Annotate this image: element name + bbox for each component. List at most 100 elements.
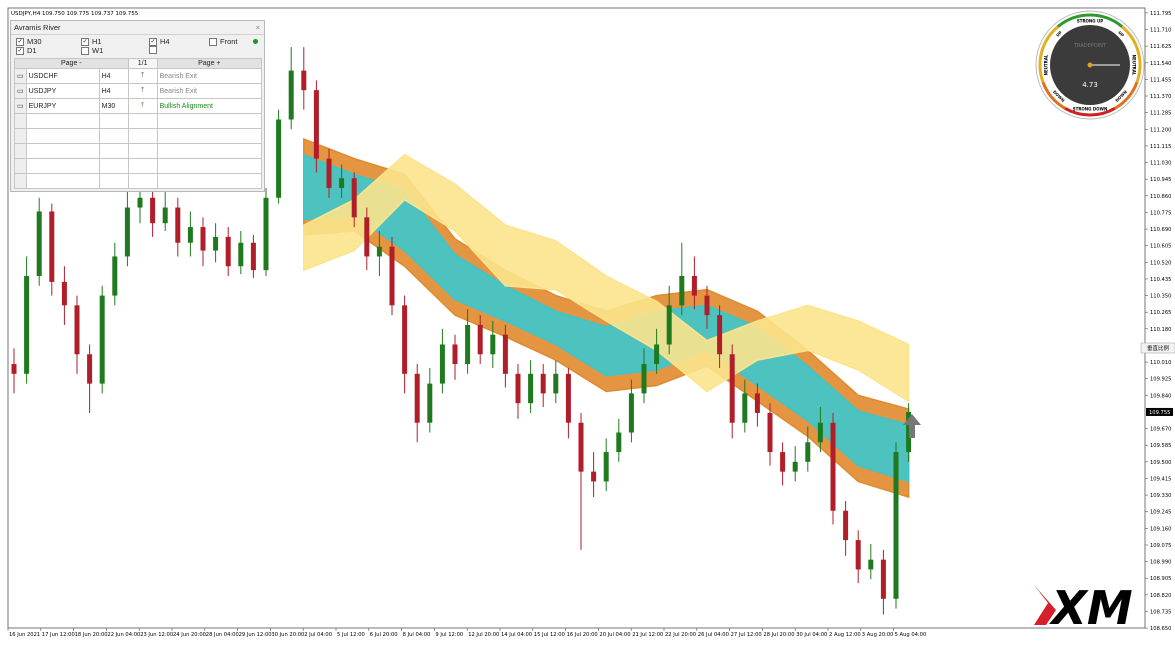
y-tick-label: 109.330 xyxy=(1150,493,1171,499)
timeframe-toggle[interactable]: ✓ M30 xyxy=(16,37,42,46)
checkbox[interactable]: ✓ xyxy=(149,37,157,46)
checkbox[interactable]: ✓ xyxy=(81,37,89,46)
page-next[interactable]: Page + xyxy=(156,58,263,69)
x-tick-label: 30 Jul 04:00 xyxy=(796,632,827,638)
row-icon xyxy=(14,173,27,189)
row-icon: ▭ xyxy=(14,68,27,84)
signal-row[interactable]: ▭ USDJPY H4 🡑 Bearish Exit xyxy=(14,83,263,99)
candle-body xyxy=(868,559,874,570)
gauge-arc xyxy=(1056,13,1124,28)
x-tick-label: 3 Aug 20:00 xyxy=(862,632,894,638)
x-tick-label: 2 Aug 12:00 xyxy=(829,632,861,638)
candle-body xyxy=(49,211,55,282)
empty-cell xyxy=(156,173,263,189)
checkbox[interactable] xyxy=(149,46,157,54)
y-tick-label: 110.435 xyxy=(1150,277,1171,283)
candle-body xyxy=(654,344,660,365)
x-tick-label: 16 Jun 2021 xyxy=(9,632,40,638)
candle-body xyxy=(187,227,193,243)
x-tick-label: 22 Jun 04:00 xyxy=(107,632,140,638)
y-tick-label: 111.115 xyxy=(1150,144,1171,150)
status-cell: Bearish Exit xyxy=(156,68,263,84)
x-tick-label: 12 Jul 20:00 xyxy=(468,632,499,638)
empty-cell xyxy=(25,173,100,189)
candle-body xyxy=(906,411,912,453)
checkbox[interactable]: ✓ xyxy=(16,46,24,55)
x-tick-label: 23 Jun 12:00 xyxy=(140,632,173,638)
current-price-box xyxy=(1146,407,1173,416)
timeframe-toggle[interactable]: ✓ D1 xyxy=(16,46,37,55)
empty-cell xyxy=(98,143,129,159)
y-tick-label: 110.265 xyxy=(1150,310,1171,316)
gauge-label: STRONG UP xyxy=(1077,19,1103,24)
current-price-label: 109.755 xyxy=(1149,410,1170,416)
checkbox[interactable] xyxy=(209,37,217,46)
empty-cell xyxy=(156,128,263,144)
chart-frame xyxy=(7,7,1146,629)
candle-body xyxy=(24,276,30,374)
timeframe-toggle[interactable]: ✓ H1 xyxy=(81,37,102,46)
candle-body xyxy=(490,334,496,355)
candle-body xyxy=(112,256,118,296)
timeframe-toggle[interactable]: W1 xyxy=(81,46,103,55)
candle-body xyxy=(87,354,93,384)
candle-body xyxy=(351,178,357,218)
timeframe-cell: M30 xyxy=(98,98,129,114)
arrow-cell: 🡑 xyxy=(127,83,158,99)
x-tick-label: 16 Jul 20:00 xyxy=(567,632,598,638)
panel-close[interactable]: × xyxy=(255,23,260,32)
checkbox[interactable]: ✓ xyxy=(16,37,24,46)
y-tick-label: 110.775 xyxy=(1150,210,1171,216)
x-tick-label: 8 Jul 04:00 xyxy=(403,632,431,638)
timeframe-toggle[interactable]: Front xyxy=(209,37,238,46)
empty-cell xyxy=(25,158,100,174)
y-tick-label: 108.905 xyxy=(1150,576,1171,582)
y-tick-label: 110.605 xyxy=(1150,244,1171,250)
y-tick-label: 110.520 xyxy=(1150,260,1171,266)
candle-body xyxy=(276,119,282,198)
gauge-label: UP xyxy=(1055,30,1063,38)
page-prev[interactable]: Page - xyxy=(14,58,129,69)
x-tick-label: 27 Jul 12:00 xyxy=(731,632,762,638)
candle-body xyxy=(679,276,685,306)
y-tick-label: 110.350 xyxy=(1150,294,1171,300)
x-tick-label: 14 Jul 04:00 xyxy=(501,632,532,638)
timeframe-label: D1 xyxy=(27,46,37,55)
y-tick-label: 111.200 xyxy=(1150,127,1171,133)
y-tick-label: 110.945 xyxy=(1150,177,1171,183)
candle-body xyxy=(691,276,697,296)
candle-body xyxy=(477,324,483,355)
x-tick-label: 2 Jul 04:00 xyxy=(304,632,332,638)
scale-button-label[interactable]: 垂直比例 xyxy=(1147,344,1170,352)
empty-cell xyxy=(127,143,158,159)
signal-row[interactable]: ▭ EURJPY M30 🡑 Bullish Alignment xyxy=(14,98,263,114)
gauge-arc xyxy=(1038,25,1059,83)
checkbox[interactable] xyxy=(81,46,89,55)
y-tick-label: 108.990 xyxy=(1150,560,1171,566)
empty-cell xyxy=(127,173,158,189)
signal-row[interactable]: ▭ USDCHF H4 🡑 Bearish Exit xyxy=(14,68,263,84)
candle-body xyxy=(591,471,597,482)
candle-body xyxy=(893,452,899,599)
y-tick-label: 110.690 xyxy=(1150,227,1171,233)
timeframe-toggle[interactable]: ✓ H4 xyxy=(149,37,170,46)
y-tick-label: 111.625 xyxy=(1150,44,1171,50)
candle-body xyxy=(465,324,471,365)
candle-body xyxy=(427,383,433,423)
empty-cell xyxy=(156,158,263,174)
candle-body xyxy=(452,344,458,365)
scale-button[interactable] xyxy=(1140,342,1175,354)
candle-body xyxy=(439,344,445,384)
candle-body xyxy=(225,236,231,267)
candle-body xyxy=(805,442,811,462)
candle-body xyxy=(137,197,143,208)
candle-body xyxy=(99,295,105,384)
logo-mark xyxy=(1034,585,1056,625)
logo-text: XM xyxy=(1048,581,1132,635)
candle-body xyxy=(288,70,294,120)
empty-cell xyxy=(98,173,129,189)
candle-body xyxy=(792,461,798,472)
y-tick-label: 111.540 xyxy=(1150,61,1171,67)
y-tick-label: 111.370 xyxy=(1150,94,1171,100)
candle-body xyxy=(830,422,836,511)
